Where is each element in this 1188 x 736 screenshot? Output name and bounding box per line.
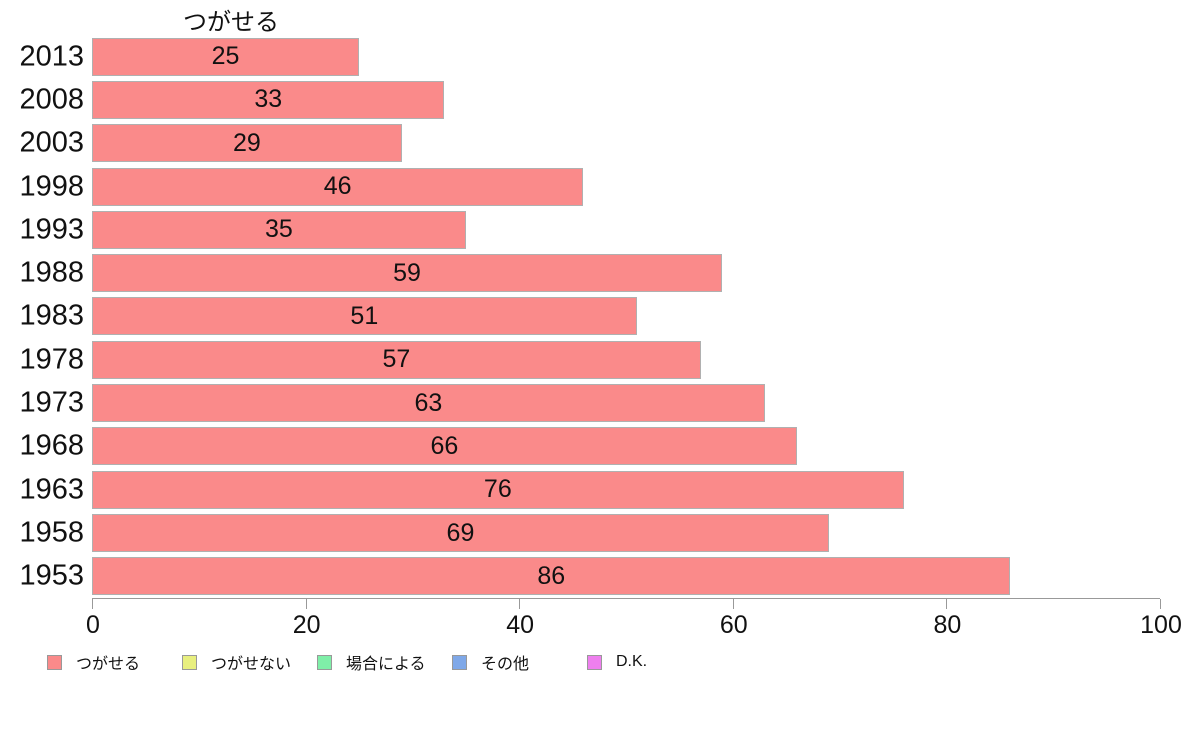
bar: 86 [92, 557, 1011, 596]
bar-value-label: 46 [323, 172, 352, 201]
x-tick: 40 [506, 599, 534, 639]
x-tick-label: 40 [506, 611, 535, 639]
bar: 66 [92, 427, 797, 466]
year-label: 1963 [19, 473, 84, 506]
legend-swatch [47, 654, 62, 670]
bar-value-label: 59 [393, 258, 421, 287]
year-label: 1983 [19, 299, 84, 332]
year-label: 1973 [19, 386, 84, 419]
bar-row: 1993 35 [19, 208, 1160, 251]
bar-value-label: 57 [382, 345, 411, 374]
bar: 59 [92, 254, 723, 293]
x-tick: 60 [720, 599, 748, 639]
legend-label: つがせない [211, 656, 292, 673]
year-label: 1958 [19, 516, 84, 549]
year-label: 2013 [19, 40, 84, 73]
year-label: 1998 [19, 170, 84, 203]
bar: 57 [92, 340, 701, 379]
legend-item: その他 [452, 650, 587, 674]
bar-row: 1983 51 [19, 295, 1160, 338]
year-label: 2008 [19, 83, 84, 116]
bar-row: 1968 66 [19, 425, 1160, 468]
legend-item: D.K. [587, 653, 647, 671]
bar-value-label: 29 [232, 128, 261, 157]
bar: 76 [92, 470, 904, 509]
year-label: 2003 [19, 126, 84, 159]
bar-row: 1953 86 [19, 555, 1160, 598]
legend-swatch [587, 654, 602, 670]
legend-swatch [182, 654, 197, 670]
legend-swatch [452, 654, 467, 670]
bar-value-label: 69 [446, 518, 475, 547]
year-label: 1988 [19, 256, 84, 289]
bar: 25 [92, 37, 359, 76]
x-tick: 20 [293, 599, 321, 639]
bar-row: 1958 69 [19, 511, 1160, 554]
year-label: 1978 [19, 343, 84, 376]
bar-value-label: 86 [537, 561, 566, 590]
bar: 29 [92, 124, 402, 163]
bar-row: 1978 57 [19, 338, 1160, 381]
year-label: 1968 [19, 429, 84, 462]
legend-swatch [317, 654, 332, 670]
legend-label: 場合による [346, 656, 426, 673]
legend: つがせる つがせない 場合による その他 D.K. [47, 650, 647, 674]
year-label: 1953 [19, 559, 84, 592]
legend-item: つがせる [47, 650, 182, 674]
bar-row: 2003 29 [19, 122, 1160, 165]
year-label: 1993 [19, 213, 84, 246]
bar-value-label: 66 [430, 431, 459, 460]
x-tick: 80 [933, 599, 961, 639]
x-tick-label: 80 [933, 611, 962, 639]
bar-value-label: 51 [350, 301, 379, 330]
legend-label: その他 [481, 656, 530, 673]
x-tick-label: 60 [719, 611, 748, 639]
chart-title: つがせる [183, 9, 279, 36]
x-tick-label: 0 [86, 611, 100, 639]
x-tick: 0 [86, 599, 100, 639]
legend-item: 場合による [317, 650, 452, 674]
bar: 69 [92, 514, 829, 553]
bar: 51 [92, 297, 637, 336]
bar-value-label: 25 [211, 42, 240, 71]
x-tick: 100 [1140, 599, 1182, 639]
bar-row: 1963 76 [19, 468, 1160, 511]
bar-row: 1988 59 [19, 252, 1160, 295]
bar-value-label: 76 [483, 475, 512, 504]
bar-row: 2008 33 [19, 78, 1160, 121]
legend-label: D.K. [616, 653, 648, 670]
bar-row: 2013 25 [19, 35, 1160, 78]
bar-row: 1998 46 [19, 165, 1160, 208]
bar: 35 [92, 210, 466, 249]
bar: 33 [92, 80, 445, 119]
bar-value-label: 35 [264, 215, 293, 244]
legend-item: つがせない [182, 650, 317, 674]
plot-area: 2013 25 2008 33 2003 29 1998 46 1993 35 1988 59 1983… [19, 35, 1182, 639]
legend-label: つがせる [76, 656, 141, 673]
bar-value-label: 63 [414, 388, 443, 417]
x-tick-label: 100 [1140, 611, 1182, 639]
bar: 63 [92, 384, 765, 423]
bar: 46 [92, 167, 584, 206]
x-axis-line [92, 598, 1160, 599]
bar-row: 1973 63 [19, 381, 1160, 424]
bar-value-label: 33 [254, 85, 283, 114]
x-tick-label: 20 [292, 611, 321, 639]
